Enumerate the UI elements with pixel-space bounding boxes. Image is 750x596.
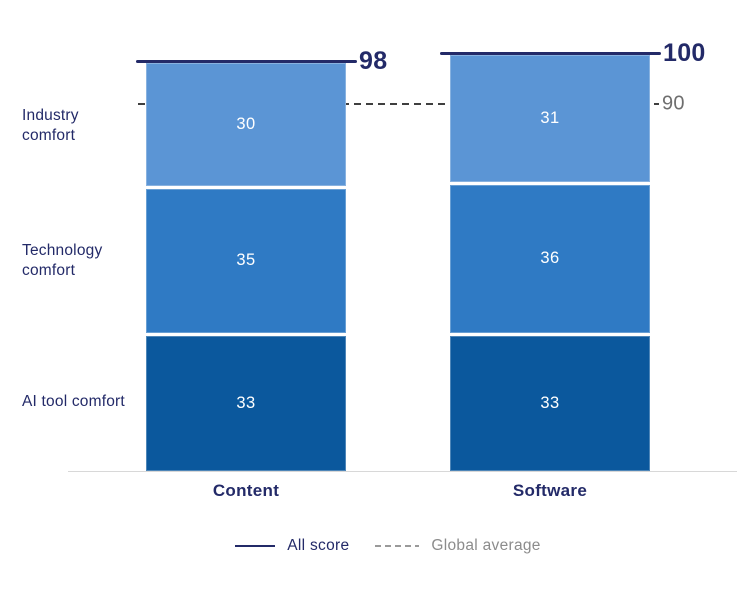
legend-label-global-average: Global average — [431, 537, 541, 554]
segment-value-label: 33 — [236, 393, 256, 412]
bar-software: 31 36 33 — [450, 55, 650, 471]
category-label-content: Content — [212, 481, 280, 500]
row-label-technology-comfort: Technology comfort — [22, 241, 103, 279]
all-score-value-content: 98 — [359, 46, 388, 75]
all-score-line-software — [440, 52, 661, 55]
solid-line-swatch — [235, 544, 276, 548]
x-axis-line — [68, 471, 737, 472]
segment-value-label: 33 — [540, 393, 560, 412]
global-average-value: 90 — [662, 92, 685, 115]
segment-value-label: 35 — [236, 251, 256, 270]
segment-value-label: 36 — [540, 249, 560, 268]
category-label-software: Software — [512, 481, 588, 500]
segment-technology-comfort: 35 — [146, 189, 346, 333]
legend: All score Global average — [13, 537, 750, 555]
segment-industry-comfort: 31 — [450, 55, 650, 183]
global-average-line — [138, 103, 659, 105]
segment-ai-tool-comfort: 33 — [450, 335, 650, 471]
row-label-industry-comfort: Industry comfort — [22, 106, 79, 144]
row-label-ai-tool-comfort: AI tool comfort — [22, 393, 125, 411]
segment-industry-comfort: 30 — [146, 63, 346, 187]
legend-item-all-score: All score — [235, 537, 349, 555]
all-score-value-software: 100 — [663, 38, 706, 67]
legend-item-global-average: Global average — [375, 537, 540, 555]
all-score-line-content — [136, 60, 357, 64]
segment-value-label: 30 — [236, 115, 256, 134]
segment-technology-comfort: 36 — [450, 185, 650, 333]
legend-label-all-score: All score — [287, 537, 350, 554]
segment-ai-tool-comfort: 33 — [146, 335, 346, 471]
segment-value-label: 31 — [540, 109, 560, 128]
dashed-line-swatch — [375, 545, 420, 547]
bar-content: 30 35 33 — [146, 63, 346, 471]
